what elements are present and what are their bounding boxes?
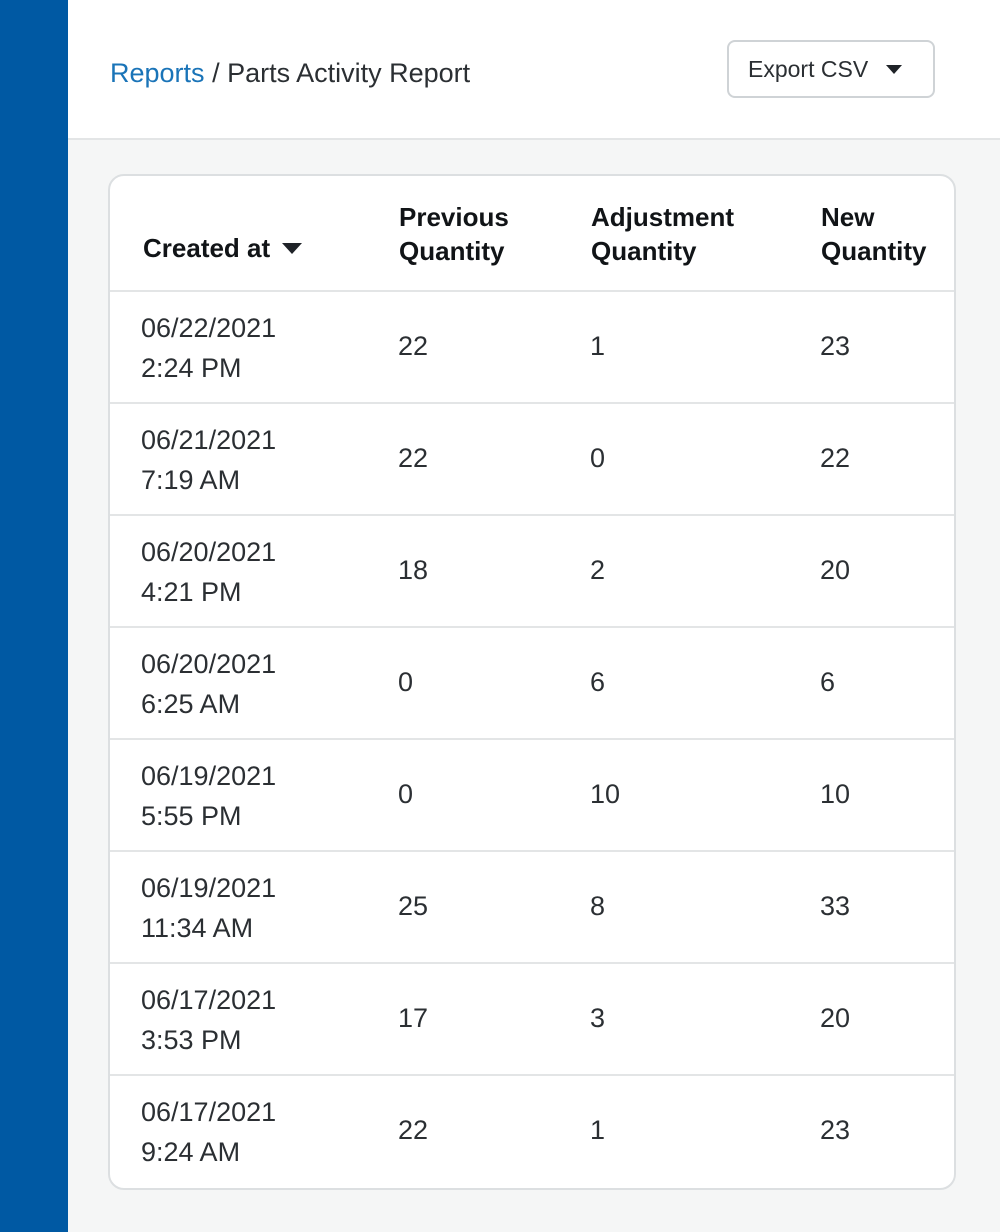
new-quantity-cell: 20	[820, 555, 851, 585]
new-quantity-cell: 20	[820, 1003, 851, 1033]
adjustment-quantity-cell: 0	[590, 443, 606, 473]
created-date: 06/20/2021	[141, 649, 277, 679]
table-row: 06/17/2021 3:53 PM 17 3 20	[110, 964, 954, 1076]
created-date: 06/19/2021	[141, 761, 277, 791]
previous-quantity-cell: 18	[398, 555, 429, 585]
adjustment-quantity-cell: 1	[590, 331, 606, 361]
sort-descending-icon	[282, 242, 303, 254]
table-row: 06/21/2021 7:19 AM 22 0 22	[110, 404, 954, 516]
created-time: 5:55 PM	[141, 801, 242, 831]
adjustment-quantity-cell: 8	[590, 891, 606, 921]
new-quantity-cell: 23	[820, 331, 851, 361]
adjustment-quantity-cell: 1	[590, 1115, 606, 1145]
column-header-previous-quantity: Previous Quantity	[399, 200, 549, 268]
created-date: 06/21/2021	[141, 425, 277, 455]
new-quantity-cell: 22	[820, 443, 851, 473]
table-header: Created at Previous Quantity Adjustment …	[110, 176, 954, 292]
column-header-adjustment-line2: Quantity	[591, 236, 697, 266]
previous-quantity-cell: 22	[398, 331, 429, 361]
breadcrumb-reports-link[interactable]: Reports	[110, 58, 205, 88]
column-header-new-line1: New	[821, 202, 875, 232]
activity-table: Created at Previous Quantity Adjustment …	[108, 174, 956, 1190]
created-time: 7:19 AM	[141, 465, 241, 495]
adjustment-quantity-cell: 2	[590, 555, 606, 585]
column-header-created-at-label: Created at	[143, 233, 271, 263]
previous-quantity-cell: 0	[398, 779, 414, 809]
created-date: 06/22/2021	[141, 313, 277, 343]
export-csv-button[interactable]: Export CSV	[727, 40, 935, 98]
column-header-previous-line1: Previous	[399, 202, 509, 232]
table-row: 06/22/2021 2:24 PM 22 1 23	[110, 292, 954, 404]
column-header-new-quantity: New Quantity	[821, 200, 951, 268]
created-time: 4:21 PM	[141, 577, 242, 607]
previous-quantity-cell: 17	[398, 1003, 429, 1033]
created-date: 06/17/2021	[141, 985, 277, 1015]
export-csv-label: Export CSV	[748, 55, 869, 82]
created-at-cell: 06/19/2021 5:55 PM	[141, 756, 276, 836]
previous-quantity-cell: 0	[398, 667, 414, 697]
page-header: Reports / Parts Activity Report Export C…	[68, 0, 1000, 140]
column-header-created-at[interactable]: Created at	[143, 231, 303, 265]
created-at-cell: 06/19/2021 11:34 AM	[141, 868, 276, 948]
created-at-cell: 06/21/2021 7:19 AM	[141, 420, 276, 500]
created-at-cell: 06/22/2021 2:24 PM	[141, 308, 276, 388]
created-time: 6:25 AM	[141, 689, 241, 719]
adjustment-quantity-cell: 10	[590, 779, 621, 809]
column-header-previous-line2: Quantity	[399, 236, 505, 266]
new-quantity-cell: 23	[820, 1115, 851, 1145]
previous-quantity-cell: 25	[398, 891, 429, 921]
breadcrumb: Reports / Parts Activity Report	[110, 56, 470, 90]
created-at-cell: 06/20/2021 4:21 PM	[141, 532, 276, 612]
created-date: 06/19/2021	[141, 873, 277, 903]
new-quantity-cell: 33	[820, 891, 851, 921]
created-date: 06/20/2021	[141, 537, 277, 567]
column-header-new-line2: Quantity	[821, 236, 927, 266]
breadcrumb-current: Parts Activity Report	[227, 58, 471, 88]
created-at-cell: 06/17/2021 3:53 PM	[141, 980, 276, 1060]
table-row: 06/20/2021 6:25 AM 0 6 6	[110, 628, 954, 740]
breadcrumb-separator: /	[212, 58, 220, 88]
created-at-cell: 06/17/2021 9:24 AM	[141, 1092, 276, 1172]
adjustment-quantity-cell: 6	[590, 667, 606, 697]
new-quantity-cell: 10	[820, 779, 851, 809]
table-row: 06/19/2021 11:34 AM 25 8 33	[110, 852, 954, 964]
created-time: 3:53 PM	[141, 1025, 242, 1055]
adjustment-quantity-cell: 3	[590, 1003, 606, 1033]
created-at-cell: 06/20/2021 6:25 AM	[141, 644, 276, 724]
created-time: 11:34 AM	[141, 913, 254, 943]
table-row: 06/17/2021 9:24 AM 22 1 23	[110, 1076, 954, 1188]
column-header-adjustment-line1: Adjustment	[591, 202, 734, 232]
new-quantity-cell: 6	[820, 667, 836, 697]
previous-quantity-cell: 22	[398, 1115, 429, 1145]
created-time: 2:24 PM	[141, 353, 242, 383]
created-date: 06/17/2021	[141, 1097, 277, 1127]
created-time: 9:24 AM	[141, 1137, 241, 1167]
previous-quantity-cell: 22	[398, 443, 429, 473]
table-row: 06/19/2021 5:55 PM 0 10 10	[110, 740, 954, 852]
table-row: 06/20/2021 4:21 PM 18 2 20	[110, 516, 954, 628]
column-header-adjustment-quantity: Adjustment Quantity	[591, 200, 771, 268]
sidebar	[0, 0, 68, 1232]
caret-down-icon	[886, 64, 903, 74]
